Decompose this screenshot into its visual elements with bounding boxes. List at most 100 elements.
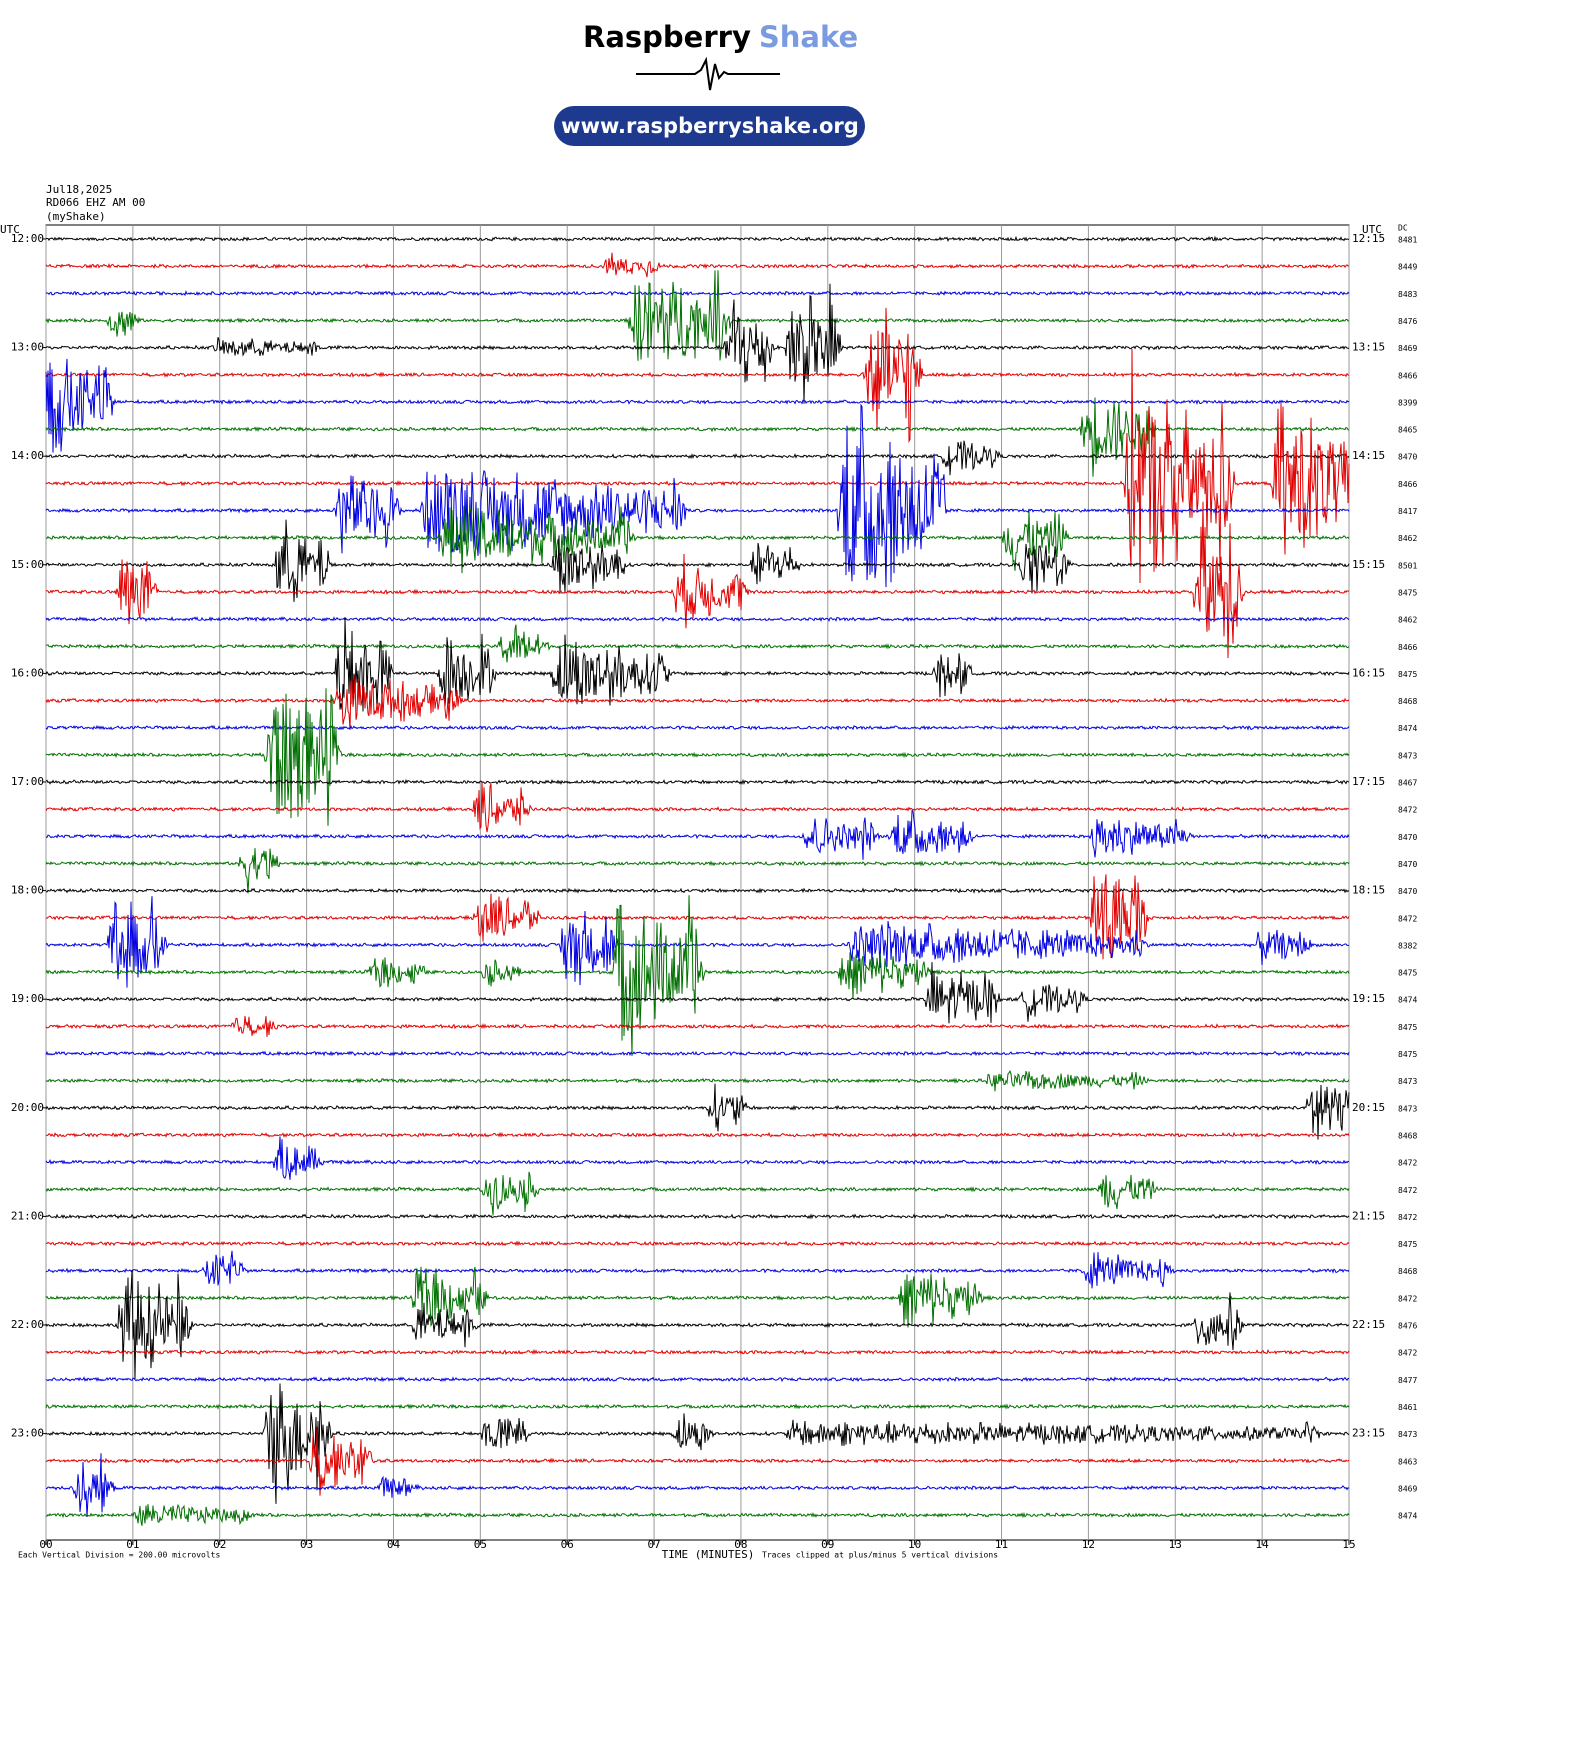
trace: [45, 1131, 1350, 1138]
trace: [45, 348, 1350, 584]
dc-value: 8470: [1398, 833, 1417, 842]
trace: [45, 1266, 1350, 1328]
dc-value: 8399: [1398, 398, 1417, 407]
trace: [45, 519, 1350, 602]
hour-label-left: 12:00: [11, 232, 44, 245]
dc-value: 8463: [1398, 1457, 1417, 1466]
x-tick-label: 07: [647, 1538, 660, 1551]
trace: [45, 962, 1350, 1024]
dc-value: 8449: [1398, 263, 1417, 272]
hour-label-right: 21:15: [1352, 1209, 1385, 1222]
trace: [45, 1213, 1350, 1220]
trace: [45, 1171, 1350, 1216]
dc-value: 8475: [1398, 670, 1417, 679]
trace: [45, 724, 1350, 731]
trace: [45, 688, 1350, 826]
hour-label-left: 20:00: [11, 1101, 44, 1114]
trace: [45, 810, 1350, 860]
trace: [45, 1250, 1350, 1289]
x-tick-label: 10: [908, 1538, 921, 1551]
trace: [45, 778, 1350, 786]
trace: [45, 1083, 1350, 1140]
trace: [45, 617, 1350, 712]
hour-label-right: 15:15: [1352, 558, 1385, 571]
dc-value: 8472: [1398, 914, 1417, 923]
trace: [45, 358, 1350, 453]
hour-label-right: 17:15: [1352, 775, 1385, 788]
dc-value: 8475: [1398, 588, 1417, 597]
source: (myShake): [46, 210, 106, 223]
brand-accent: Shake: [759, 20, 858, 54]
trace: [45, 1015, 1350, 1037]
dc-value: 8461: [1398, 1403, 1417, 1412]
dc-value: 8472: [1398, 806, 1417, 815]
hour-label-right: 12:15: [1352, 232, 1385, 245]
trace: [45, 1503, 1350, 1526]
dc-value: 8473: [1398, 1430, 1417, 1439]
trace: [45, 403, 1350, 588]
dc-value: 8475: [1398, 1023, 1417, 1032]
dc-header: DC: [1398, 224, 1408, 233]
dc-value: 8470: [1398, 860, 1417, 869]
hour-label-left: 21:00: [11, 1209, 44, 1222]
trace: [45, 616, 1350, 623]
dc-value: 8474: [1398, 996, 1417, 1005]
dc-value: 8475: [1398, 1240, 1417, 1249]
hour-label-left: 14:00: [11, 449, 44, 462]
url[interactable]: www.raspberryshake.org: [561, 114, 859, 138]
hour-label-right: 20:15: [1352, 1101, 1385, 1114]
dc-value: 8476: [1398, 317, 1417, 326]
trace: [45, 874, 1350, 960]
dc-value: 8501: [1398, 561, 1417, 570]
logo-squiggle: [636, 56, 780, 91]
trace: [45, 895, 1350, 1057]
dc-value: 8475: [1398, 1050, 1417, 1059]
dc-value: 8382: [1398, 941, 1417, 950]
trace: [45, 1069, 1350, 1092]
trace: [45, 505, 1350, 574]
dc-value: 8470: [1398, 453, 1417, 462]
x-tick-label: 01: [126, 1538, 139, 1551]
url-pill[interactable]: [554, 106, 865, 146]
utc-left: UTC: [0, 223, 20, 236]
hour-label-right: 19:15: [1352, 992, 1385, 1005]
hour-label-right: 14:15: [1352, 449, 1385, 462]
dc-value: 8466: [1398, 371, 1417, 380]
trace: [45, 1240, 1350, 1247]
trace: [45, 1453, 1350, 1518]
dc-value: 8470: [1398, 887, 1417, 896]
dc-value: 8472: [1398, 1294, 1417, 1303]
dc-value: 8472: [1398, 1349, 1417, 1358]
trace: [45, 270, 1350, 361]
dc-value: 8472: [1398, 1159, 1417, 1168]
dc-value: 8468: [1398, 1267, 1417, 1276]
dc-value: 8417: [1398, 507, 1417, 516]
trace: [45, 1376, 1350, 1383]
dc-value: 8472: [1398, 1213, 1417, 1222]
dc-value: 8473: [1398, 751, 1417, 760]
trace: [45, 624, 1350, 663]
x-axis-label: TIME (MINUTES): [662, 1548, 755, 1561]
utc-right: UTC: [1362, 223, 1382, 236]
dc-value: 8468: [1398, 697, 1417, 706]
dc-value: 8466: [1398, 643, 1417, 652]
dc-value: 8469: [1398, 1484, 1417, 1493]
trace: [45, 781, 1350, 833]
dc-value: 8469: [1398, 344, 1417, 353]
dc-value: 8474: [1398, 1512, 1417, 1521]
plot-frame: [45, 224, 1350, 1541]
x-tick-label: 04: [387, 1538, 401, 1551]
hour-label-left: 17:00: [11, 775, 44, 788]
trace: [45, 290, 1350, 297]
trace: [45, 1348, 1350, 1356]
footnote-left: Each Vertical Division = 200.00 microvol…: [18, 1551, 220, 1560]
x-tick-label: 11: [995, 1538, 1008, 1551]
x-tick-label: 02: [213, 1538, 226, 1551]
dc-value: 8472: [1398, 1186, 1417, 1195]
trace: [45, 283, 1350, 404]
trace: [45, 501, 1350, 659]
dc-value: 8473: [1398, 1077, 1417, 1086]
hour-label-right: 23:15: [1352, 1427, 1385, 1440]
